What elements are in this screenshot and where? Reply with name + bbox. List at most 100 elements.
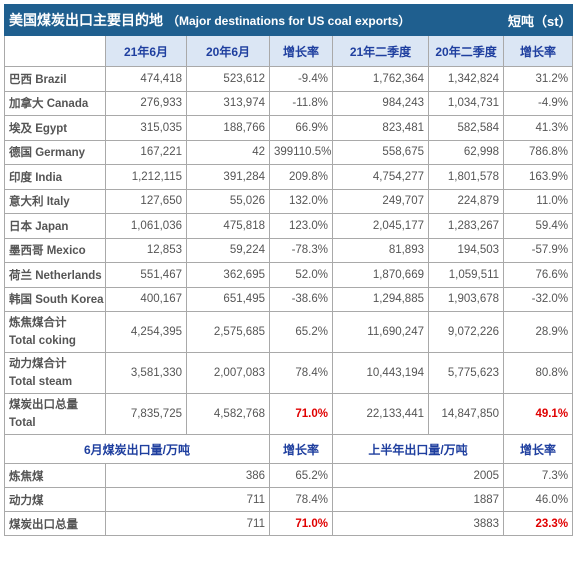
table-cell: 2,045,177: [332, 213, 429, 239]
table-row: 埃及 Egypt 315,035 188,766 66.9% 823,481 582,58…: [4, 115, 574, 141]
table-cell: 59,224: [186, 237, 270, 263]
total-label-cn: 煤炭出口总量: [9, 399, 78, 411]
header-row: 21年6月 20年6月 增长率 21年二季度 20年二季度 增长率: [4, 35, 574, 67]
table-row: 德国 Germany 167,221 42 399110.5% 558,675 62,99…: [4, 139, 574, 165]
table-cell: 28.9%: [503, 311, 574, 353]
total-row: 炼焦煤合计 Total coking 4,254,395 2,575,685 65.2%…: [4, 311, 574, 353]
table-cell: 362,695: [186, 262, 270, 288]
table-cell: 7,835,725: [105, 393, 187, 435]
table-title: 美国煤炭出口主要目的地: [9, 12, 163, 28]
total-label-en: Total steam: [9, 376, 73, 388]
summary-cell: 386: [105, 463, 270, 488]
table-cell: 71.0%: [269, 393, 333, 435]
total-row: 煤炭出口总量 Total 7,835,725 4,582,768 71.0% 22,133…: [4, 393, 574, 435]
table-cell: 9,072,226: [427, 311, 505, 353]
table-cell: 123.0%: [269, 213, 333, 239]
table-cell: 5,775,623: [427, 352, 505, 394]
table-cell: -57.9%: [503, 237, 574, 263]
summary-cell: 711: [105, 511, 270, 536]
table-cell: 399110.5%: [269, 139, 333, 165]
table-cell: 582,584: [427, 115, 505, 141]
table-cell: 76.6%: [503, 262, 574, 288]
table-cell: 12,853: [105, 237, 187, 263]
summary-label: 动力煤: [4, 487, 106, 512]
total-label-en: Total coking: [9, 335, 76, 347]
table-title-cell: 美国煤炭出口主要目的地 （Major destinations for US co…: [3, 4, 505, 36]
table-row: 巴西 Brazil 474,418 523,612 -9.4% 1,762,364 1,3…: [4, 66, 574, 92]
table-cell: 127,650: [105, 188, 187, 214]
table-cell: 4,754,277: [332, 164, 429, 190]
table-cell: 224,879: [427, 188, 505, 214]
table-cell: 786.8%: [503, 139, 574, 165]
table-cell: 1,212,115: [105, 164, 187, 190]
total-label: 动力煤合计 Total steam: [4, 352, 106, 394]
total-label-cn: 炼焦煤合计: [9, 317, 67, 329]
summary-cell: 78.4%: [269, 487, 333, 512]
table-cell: 132.0%: [269, 188, 333, 214]
country-label: 加拿大 Canada: [4, 90, 106, 116]
table-cell: 167,221: [105, 139, 187, 165]
total-row: 动力煤合计 Total steam 3,581,330 2,007,083 78.4% 1…: [4, 352, 574, 394]
table-row: 墨西哥 Mexico 12,853 59,224 -78.3% 81,893 194,50…: [4, 237, 574, 263]
summary-cell: 65.2%: [269, 463, 333, 488]
table-cell: 1,294,885: [332, 286, 429, 312]
header-q2-20: 20年二季度: [427, 35, 505, 67]
summary-cell: 46.0%: [503, 487, 574, 512]
table-cell: 22,133,441: [332, 393, 429, 435]
table-row: 韩国 South Korea 400,167 651,495 -38.6% 1,294,…: [4, 286, 574, 312]
table-cell: 1,061,036: [105, 213, 187, 239]
table-cell: 475,818: [186, 213, 270, 239]
table-cell: 651,495: [186, 286, 270, 312]
table-cell: 49.1%: [503, 393, 574, 435]
summary-cell: 711: [105, 487, 270, 512]
table-cell: 4,254,395: [105, 311, 187, 353]
table-cell: 1,870,669: [332, 262, 429, 288]
summary-cell: 71.0%: [269, 511, 333, 536]
table-cell: 984,243: [332, 90, 429, 116]
table-cell: 1,342,824: [427, 66, 505, 92]
country-label: 墨西哥 Mexico: [4, 237, 106, 263]
table-cell: -32.0%: [503, 286, 574, 312]
table-cell: -11.8%: [269, 90, 333, 116]
table-cell: 42: [186, 139, 270, 165]
summary-header-growth-half: 增长率: [503, 434, 574, 464]
table-cell: 65.2%: [269, 311, 333, 353]
summary-header-monthly: 6月煤炭出口量/万吨: [4, 434, 270, 464]
total-label: 炼焦煤合计 Total coking: [4, 311, 106, 353]
table-cell: 59.4%: [503, 213, 574, 239]
table-cell: 1,801,578: [427, 164, 505, 190]
summary-row: 煤炭出口总量 711 71.0% 3883 23.3%: [4, 511, 574, 536]
country-label: 韩国 South Korea: [4, 286, 106, 312]
header-jun-20: 20年6月: [186, 35, 270, 67]
unit-label: 短吨（st）: [503, 4, 574, 36]
table-row: 加拿大 Canada 276,933 313,974 -11.8% 984,243 1,0…: [4, 90, 574, 116]
table-cell: 3,581,330: [105, 352, 187, 394]
summary-cell: 2005: [331, 463, 505, 488]
table-cell: 313,974: [186, 90, 270, 116]
summary-row: 炼焦煤 386 65.2% 2005 7.3%: [4, 463, 574, 488]
table-cell: 55,026: [186, 188, 270, 214]
summary-cell: 3883: [331, 511, 505, 536]
header-q2-21: 21年二季度: [332, 35, 429, 67]
table-cell: 31.2%: [503, 66, 574, 92]
summary-header-row: 6月煤炭出口量/万吨 增长率 上半年出口量/万吨 增长率: [4, 434, 574, 464]
table-cell: 209.8%: [269, 164, 333, 190]
table-cell: 391,284: [186, 164, 270, 190]
summary-cell: 1887: [331, 487, 505, 512]
country-label: 埃及 Egypt: [4, 115, 106, 141]
table-cell: 823,481: [332, 115, 429, 141]
summary-header-half-year: 上半年出口量/万吨: [331, 434, 505, 464]
table-cell: -4.9%: [503, 90, 574, 116]
header-growth-quarter: 增长率: [503, 35, 574, 67]
table-cell: 78.4%: [269, 352, 333, 394]
table-cell: 81,893: [332, 237, 429, 263]
summary-label: 煤炭出口总量: [4, 511, 106, 536]
country-label: 德国 Germany: [4, 139, 106, 165]
total-label: 煤炭出口总量 Total: [4, 393, 106, 435]
coal-export-table: 美国煤炭出口主要目的地 （Major destinations for US co…: [3, 4, 574, 536]
country-label: 意大利 Italy: [4, 188, 106, 214]
table-cell: 1,034,731: [427, 90, 505, 116]
table-cell: 14,847,850: [427, 393, 505, 435]
table-row: 意大利 Italy 127,650 55,026 132.0% 249,707 224,8…: [4, 188, 574, 214]
table-cell: 11,690,247: [332, 311, 429, 353]
